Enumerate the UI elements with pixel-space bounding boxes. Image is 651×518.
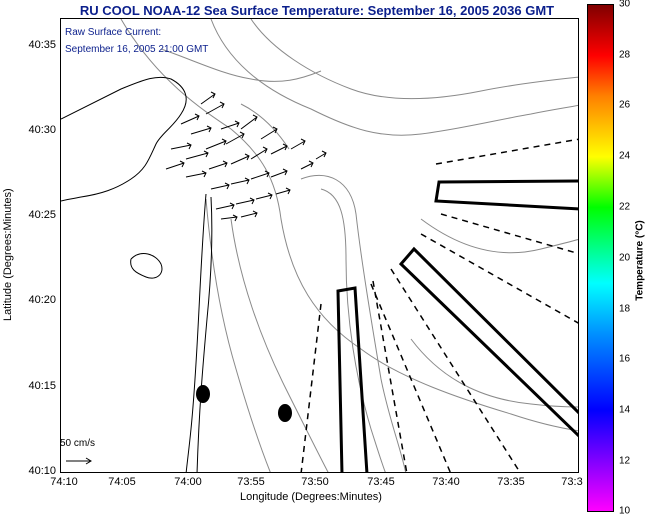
current-arrow: [190, 125, 212, 135]
current-arrow: [315, 150, 327, 160]
current-arrow: [220, 214, 238, 222]
transect-box: [434, 179, 578, 211]
colorbar-tick: 28: [619, 49, 631, 61]
current-arrow: [290, 138, 306, 150]
current-arrow: [200, 91, 216, 105]
x-tick: 73:40: [432, 476, 460, 488]
current-arrow: [230, 177, 250, 185]
current-arrow: [180, 113, 200, 125]
bathymetry-contours: [120, 19, 578, 472]
colorbar-tick: 20: [619, 252, 631, 264]
current-arrow: [240, 114, 258, 130]
scale-label: 50 cm/s: [60, 438, 96, 449]
scale-arrow: [66, 457, 92, 465]
beam-line: [300, 303, 322, 472]
transect-boxes: [336, 179, 578, 472]
contour-line: [240, 103, 290, 150]
y-tick: 40:20: [28, 294, 56, 306]
current-arrow: [275, 187, 291, 195]
beam-line: [440, 213, 578, 255]
y-tick: 40:30: [28, 124, 56, 136]
y-tick: 40:25: [28, 209, 56, 221]
current-arrow: [170, 142, 192, 150]
x-tick: 73:3: [561, 476, 583, 488]
current-arrow: [185, 170, 207, 178]
colorbar-tick: 14: [619, 404, 631, 416]
inset-current-label: Raw Surface Current:: [65, 27, 162, 38]
colorbar-tick: 16: [619, 353, 631, 365]
colorbar-tick: 22: [619, 201, 631, 213]
beam-line: [370, 283, 451, 472]
current-arrow: [230, 153, 250, 165]
current-arrow: [208, 160, 228, 170]
x-tick: 73:35: [497, 476, 525, 488]
contour-line: [210, 19, 578, 136]
shoreline: [130, 253, 163, 279]
colorbar-label: Temperature (°C): [634, 220, 646, 301]
mooring-marker: [196, 385, 210, 403]
current-arrow: [220, 120, 240, 130]
beam-line: [435, 138, 578, 165]
y-tick: 40:10: [28, 465, 56, 477]
contour-line: [120, 19, 578, 432]
map-title: RU COOL NOAA-12 Sea Surface Temperature:…: [79, 3, 555, 18]
colorbar-tick: 30: [619, 0, 631, 10]
current-arrow: [205, 138, 227, 150]
x-tick: 74:10: [50, 476, 78, 488]
x-axis-label: Longitude (Degrees:Minutes): [240, 491, 382, 503]
radar-beams: [300, 138, 578, 472]
shoreline: [196, 196, 213, 472]
x-tick: 73:55: [237, 476, 265, 488]
current-arrow: [255, 192, 273, 200]
contour-line: [300, 174, 407, 472]
current-arrow: [165, 160, 185, 170]
y-tick: 40:35: [28, 39, 56, 51]
x-tick: 74:00: [174, 476, 202, 488]
transect-box: [336, 286, 369, 472]
shoreline: [185, 193, 207, 472]
current-arrow: [260, 126, 278, 140]
contour-line: [230, 218, 329, 472]
contour-line: [420, 218, 578, 254]
current-arrow: [210, 182, 230, 190]
contour-line: [410, 338, 578, 408]
colorbar-tick: 12: [619, 455, 631, 467]
contour-line: [205, 198, 271, 472]
contour-line: [320, 188, 386, 472]
map-canvas[interactable]: Raw Surface Current: September 16, 2005 …: [60, 18, 579, 473]
current-vectors: [165, 91, 327, 222]
y-axis-label: Latitude (Degrees:Minutes): [2, 188, 14, 321]
temperature-colorbar: [587, 4, 614, 512]
colorbar-tick: 18: [619, 303, 631, 315]
shoreline: [61, 76, 187, 202]
current-arrow: [250, 170, 270, 180]
current-arrow: [235, 197, 255, 205]
x-tick: 74:05: [108, 476, 136, 488]
map-drawing: [61, 19, 578, 472]
contour-line: [160, 48, 322, 82]
x-tick: 73:50: [301, 476, 329, 488]
current-arrow: [300, 160, 314, 170]
y-tick: 40:15: [28, 380, 56, 392]
inset-current-date: September 16, 2005 21:00 GMT: [65, 44, 209, 55]
current-arrow: [205, 101, 225, 115]
current-arrow: [250, 146, 268, 160]
x-tick: 73:45: [367, 476, 395, 488]
current-arrow: [270, 143, 288, 155]
current-arrow: [225, 131, 245, 145]
current-arrow: [185, 150, 209, 160]
beam-line: [372, 280, 408, 472]
colorbar-tick: 26: [619, 99, 631, 111]
colorbar-tick: 10: [619, 505, 631, 517]
current-arrow: [270, 168, 288, 178]
beam-line: [420, 233, 578, 324]
transect-box: [398, 246, 578, 438]
beam-line: [390, 268, 521, 472]
mooring-marker: [278, 404, 292, 422]
current-arrow: [240, 210, 258, 218]
colorbar-tick: 24: [619, 150, 631, 162]
coastline: [61, 76, 213, 472]
contour-line: [250, 19, 578, 100]
current-arrow: [215, 202, 235, 210]
